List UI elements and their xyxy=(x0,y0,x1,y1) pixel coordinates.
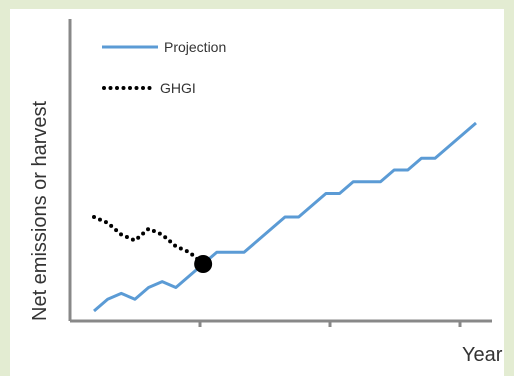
end-marker xyxy=(194,255,213,273)
series-line-projection xyxy=(93,121,477,313)
legend-label-projection: Projection xyxy=(164,39,226,55)
chart-canvas: Year Net emissions or harvest Projection GH… xyxy=(10,9,504,376)
y-axis-label: Net emissions or harvest xyxy=(29,100,51,321)
line-chart: Year Net emissions or harvest Projection GH… xyxy=(29,19,503,366)
legend-label-ghgi: GHGI xyxy=(160,80,196,96)
series-line-ghgi xyxy=(92,215,206,266)
x-axis-label: Year xyxy=(462,344,503,366)
